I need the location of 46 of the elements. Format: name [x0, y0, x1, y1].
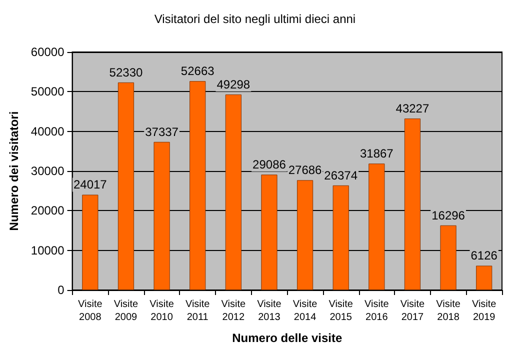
x-tick-label: Visite 2017: [400, 299, 426, 323]
bar: [440, 225, 456, 290]
data-label: 24017: [73, 178, 108, 192]
y-tick-label: 40000: [30, 124, 65, 138]
x-axis-title: Numero delle visite: [232, 331, 342, 345]
bar: [82, 194, 98, 290]
bar: [261, 174, 278, 290]
bar: [476, 266, 492, 290]
y-tick-label: 60000: [30, 45, 65, 59]
bar: [404, 118, 421, 290]
bar: [190, 81, 206, 290]
x-tick-label: Visite 2015: [328, 299, 354, 323]
x-tick-label: Visite 2009: [114, 299, 139, 323]
bar: [332, 185, 349, 290]
x-tick-label: Visite 2010: [150, 299, 174, 323]
bar: [154, 142, 170, 290]
y-tick-label: 30000: [30, 164, 65, 178]
y-axis-title: Numero dei visitatori: [7, 111, 21, 231]
data-label: 6126: [470, 248, 498, 263]
data-label: 31867: [360, 146, 394, 161]
x-tick-label: Visite 2012: [221, 299, 246, 323]
x-tick-label: Visite 2013: [257, 299, 282, 323]
data-label: 26374: [324, 168, 358, 182]
y-tick-label: 50000: [30, 84, 65, 99]
data-label: 16296: [432, 208, 466, 222]
bar: [296, 180, 314, 290]
data-label: 29086: [252, 158, 286, 172]
x-tick-label: Visite 2019: [472, 299, 497, 323]
data-label: 43227: [396, 102, 430, 116]
x-tick-label: Visite 2008: [78, 299, 103, 323]
y-tick-label: 10000: [30, 243, 65, 258]
x-tick-label: Visite 2011: [185, 299, 210, 323]
x-tick-label: Visite 2018: [436, 299, 461, 323]
data-label: 37337: [145, 124, 179, 139]
data-label: 52330: [109, 65, 143, 80]
y-tick-label: 0: [58, 283, 65, 297]
bar: [118, 82, 134, 290]
x-tick-label: Visite 2016: [364, 299, 390, 323]
data-label: 52663: [180, 64, 215, 78]
data-label: 27686: [288, 163, 322, 178]
x-tick-label: Visite 2014: [292, 299, 318, 323]
chart-title: Visitatori del sito negli ultimi dieci anni: [154, 12, 356, 26]
y-tick-label: 20000: [30, 204, 65, 218]
bar: [368, 164, 385, 290]
bar: [225, 94, 242, 290]
data-label: 49298: [216, 77, 250, 92]
